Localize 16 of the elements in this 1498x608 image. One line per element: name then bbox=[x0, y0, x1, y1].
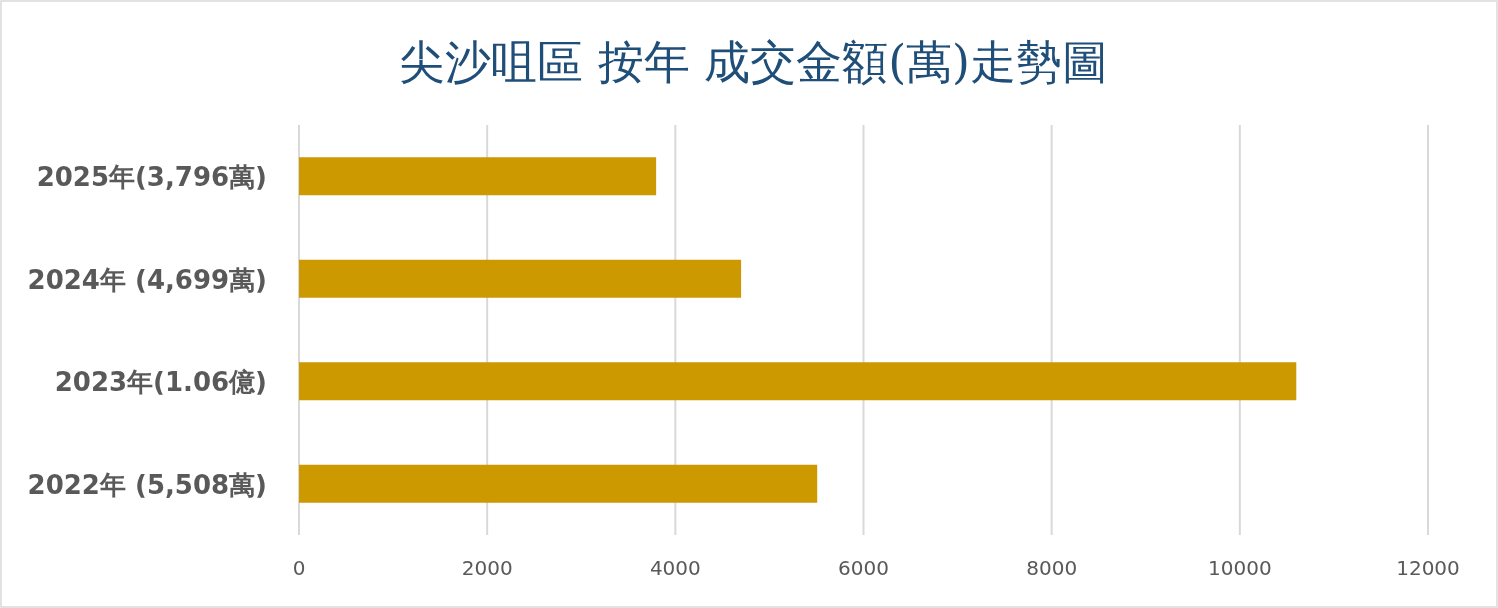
x-tick-label: 6000 bbox=[838, 556, 889, 580]
x-tick-label: 10000 bbox=[1208, 556, 1272, 580]
x-tick-label: 12000 bbox=[1396, 556, 1460, 580]
bar bbox=[299, 362, 1297, 401]
y-tick-label: 2025年(3,796萬) bbox=[36, 162, 267, 193]
bar bbox=[299, 464, 818, 503]
y-tick-label: 2024年 (4,699萬) bbox=[27, 264, 267, 295]
y-tick-label: 2023年(1.06億) bbox=[54, 367, 267, 398]
bar bbox=[299, 157, 657, 196]
y-tick-label: 2022年 (5,508萬) bbox=[27, 469, 267, 500]
chart-title: 尖沙咀區 按年 成交金額(萬)走勢圖 bbox=[398, 35, 1109, 89]
x-tick-label: 0 bbox=[292, 556, 306, 580]
x-tick-label: 8000 bbox=[1026, 556, 1078, 580]
x-tick-label: 2000 bbox=[461, 556, 513, 580]
bar bbox=[299, 259, 742, 298]
x-tick-label: 4000 bbox=[649, 556, 701, 580]
